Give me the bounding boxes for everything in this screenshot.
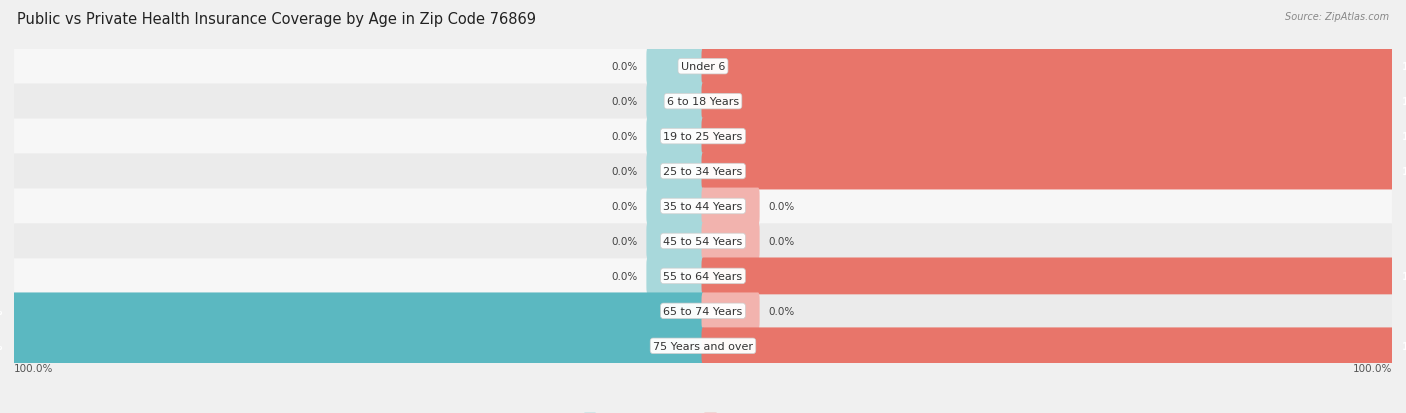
FancyBboxPatch shape: [14, 119, 1392, 154]
Text: Under 6: Under 6: [681, 62, 725, 72]
Text: 0.0%: 0.0%: [612, 62, 637, 72]
Text: 100.0%: 100.0%: [1353, 363, 1392, 373]
Text: 6 to 18 Years: 6 to 18 Years: [666, 97, 740, 107]
Text: Source: ZipAtlas.com: Source: ZipAtlas.com: [1285, 12, 1389, 22]
FancyBboxPatch shape: [14, 224, 1392, 259]
Text: 75 Years and over: 75 Years and over: [652, 341, 754, 351]
Text: 100.0%: 100.0%: [1402, 62, 1406, 72]
Text: 100.0%: 100.0%: [14, 363, 53, 373]
FancyBboxPatch shape: [647, 49, 704, 85]
Text: 45 to 54 Years: 45 to 54 Years: [664, 236, 742, 247]
Text: 0.0%: 0.0%: [612, 166, 637, 177]
Text: 100.0%: 100.0%: [1402, 166, 1406, 177]
Text: 25 to 34 Years: 25 to 34 Years: [664, 166, 742, 177]
FancyBboxPatch shape: [647, 153, 704, 190]
Text: 0.0%: 0.0%: [612, 236, 637, 247]
Text: 55 to 64 Years: 55 to 64 Years: [664, 271, 742, 281]
Text: 19 to 25 Years: 19 to 25 Years: [664, 132, 742, 142]
FancyBboxPatch shape: [702, 83, 1393, 120]
Text: 100.0%: 100.0%: [0, 306, 4, 316]
FancyBboxPatch shape: [647, 258, 704, 294]
Text: 0.0%: 0.0%: [769, 202, 794, 211]
FancyBboxPatch shape: [14, 154, 1392, 189]
FancyBboxPatch shape: [702, 293, 759, 330]
FancyBboxPatch shape: [14, 189, 1392, 224]
Text: 35 to 44 Years: 35 to 44 Years: [664, 202, 742, 211]
FancyBboxPatch shape: [14, 329, 1392, 363]
FancyBboxPatch shape: [702, 153, 1393, 190]
Text: 100.0%: 100.0%: [0, 341, 4, 351]
FancyBboxPatch shape: [647, 119, 704, 155]
FancyBboxPatch shape: [14, 294, 1392, 329]
Text: 0.0%: 0.0%: [769, 236, 794, 247]
FancyBboxPatch shape: [647, 188, 704, 225]
Legend: Public Insurance, Private Insurance: Public Insurance, Private Insurance: [579, 408, 827, 413]
FancyBboxPatch shape: [13, 293, 704, 330]
Text: 65 to 74 Years: 65 to 74 Years: [664, 306, 742, 316]
Text: 0.0%: 0.0%: [612, 97, 637, 107]
FancyBboxPatch shape: [647, 83, 704, 120]
FancyBboxPatch shape: [14, 50, 1392, 84]
FancyBboxPatch shape: [702, 328, 1393, 364]
Text: 100.0%: 100.0%: [1402, 132, 1406, 142]
Text: Public vs Private Health Insurance Coverage by Age in Zip Code 76869: Public vs Private Health Insurance Cover…: [17, 12, 536, 27]
FancyBboxPatch shape: [647, 223, 704, 260]
FancyBboxPatch shape: [14, 259, 1392, 294]
Text: 100.0%: 100.0%: [1402, 271, 1406, 281]
FancyBboxPatch shape: [702, 49, 1393, 85]
Text: 0.0%: 0.0%: [612, 202, 637, 211]
Text: 0.0%: 0.0%: [612, 132, 637, 142]
FancyBboxPatch shape: [702, 188, 759, 225]
Text: 100.0%: 100.0%: [1402, 97, 1406, 107]
FancyBboxPatch shape: [702, 258, 1393, 294]
Text: 0.0%: 0.0%: [769, 306, 794, 316]
Text: 100.0%: 100.0%: [1402, 341, 1406, 351]
Text: 0.0%: 0.0%: [612, 271, 637, 281]
FancyBboxPatch shape: [13, 328, 704, 364]
FancyBboxPatch shape: [702, 119, 1393, 155]
FancyBboxPatch shape: [702, 223, 759, 260]
FancyBboxPatch shape: [14, 84, 1392, 119]
